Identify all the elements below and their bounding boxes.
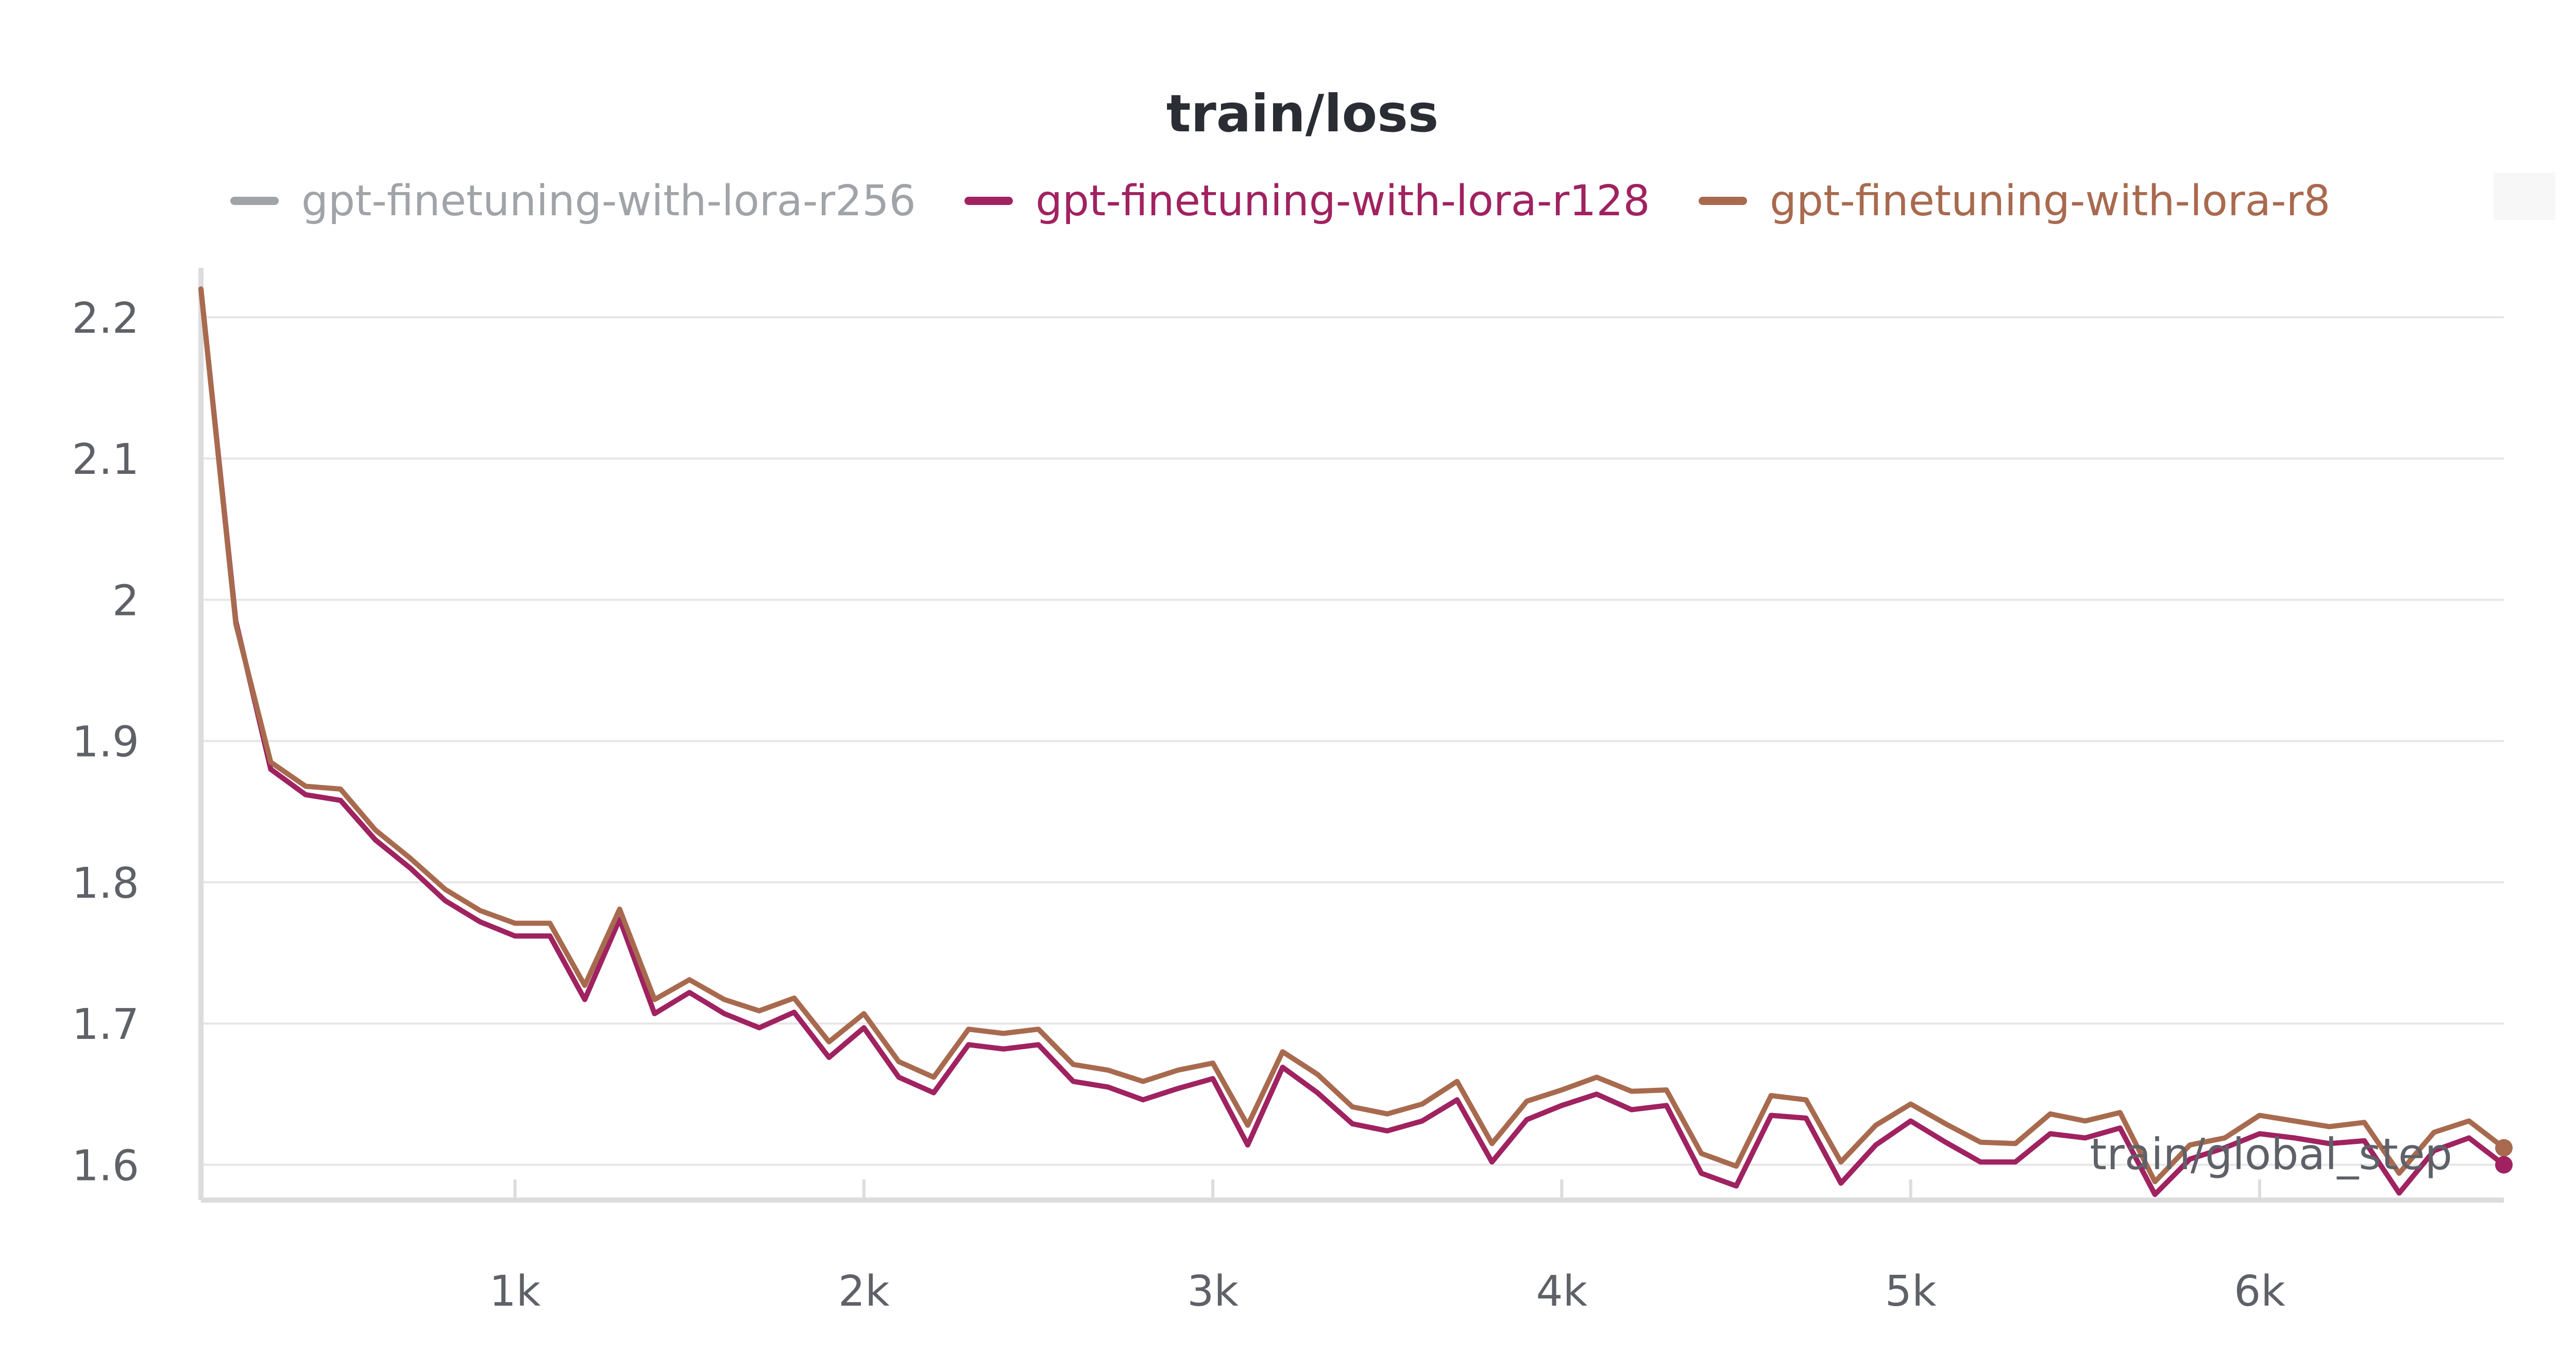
x-tick-label: 6k: [2234, 1267, 2285, 1316]
series-lines: [198, 286, 2513, 1197]
y-tick-label: 1.9: [72, 718, 139, 767]
y-tick-label: 1.6: [72, 1141, 139, 1190]
x-tick-label: 4k: [1536, 1267, 1588, 1316]
legend-entry[interactable]: gpt-finetuning-with-lora-r128: [1036, 177, 1650, 226]
chart-title: train/loss: [1166, 83, 1439, 144]
x-axis-ticks: 1k 2k 3k 4k 5k 6k: [489, 1179, 2285, 1316]
legend-entry[interactable]: gpt-finetuning-with-lora-r8: [1770, 177, 2330, 226]
series-end-dot-2: [2495, 1139, 2513, 1157]
series-line-2[interactable]: [198, 286, 2506, 1185]
series-end-dot-1: [2495, 1156, 2513, 1174]
grid-lines: [201, 316, 2504, 1166]
series-line-1[interactable]: [198, 286, 2506, 1197]
x-axis-label: train/global_step: [2090, 1129, 2452, 1179]
y-tick-label: 2.2: [72, 294, 139, 343]
y-tick-label: 1.8: [72, 859, 139, 908]
legend-overflow-box: [2494, 173, 2555, 220]
y-tick-label: 1.7: [72, 1000, 139, 1049]
y-tick-label: 2.1: [72, 435, 139, 484]
legend: gpt-finetuning-with-lora-r256 gpt-finetun…: [230, 177, 2330, 226]
x-tick-label: 1k: [489, 1267, 541, 1316]
x-tick-label: 3k: [1187, 1267, 1239, 1316]
x-tick-label: 2k: [838, 1267, 890, 1316]
y-tick-label: 2: [112, 576, 139, 625]
legend-entry[interactable]: gpt-finetuning-with-lora-r256: [301, 177, 916, 226]
axes: [198, 268, 2504, 1203]
y-axis-ticks: 2.2 2.1 2 1.9 1.8 1.7 1.6: [72, 294, 139, 1190]
x-tick-label: 5k: [1885, 1267, 1937, 1316]
